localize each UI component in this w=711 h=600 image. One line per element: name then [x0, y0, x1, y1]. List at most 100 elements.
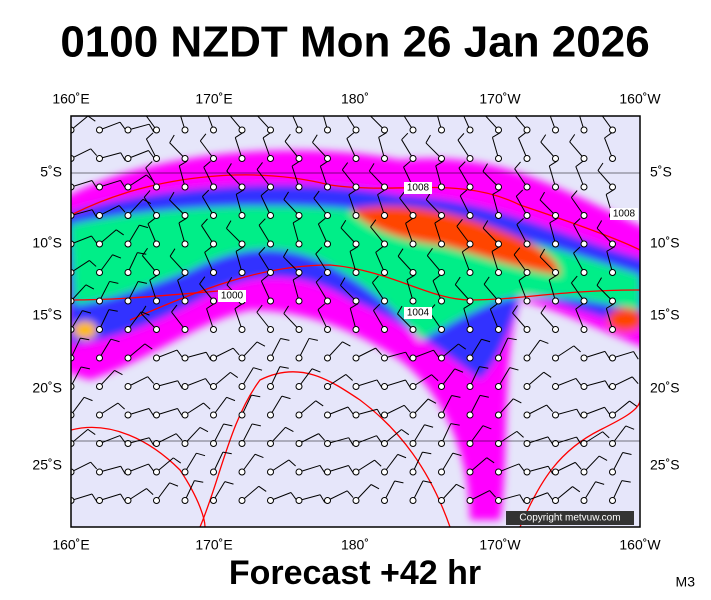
barb-feather [87, 428, 96, 435]
barb-feather [516, 430, 524, 438]
barb-feather [280, 337, 290, 341]
station [96, 411, 103, 419]
station [352, 411, 360, 419]
barb-shaft [145, 167, 157, 188]
barb-shaft [143, 196, 157, 216]
station [552, 155, 559, 162]
station [96, 240, 103, 248]
barb-feather [492, 189, 501, 195]
barb-feather [169, 191, 175, 201]
barb-shaft [570, 197, 585, 216]
barb-feather [319, 494, 326, 503]
wind-barb [258, 246, 274, 276]
barb-feather [341, 162, 349, 171]
barb-feather [575, 303, 584, 310]
wind-barb [201, 218, 217, 248]
wind-barb [606, 246, 616, 276]
barb-shaft [270, 492, 292, 501]
barb-feather [169, 248, 176, 257]
wind-barb [352, 459, 382, 476]
barb-shaft [498, 494, 520, 501]
barb-feather [490, 303, 498, 310]
station [352, 326, 360, 333]
barb-shaft [184, 351, 207, 359]
barb-shaft [469, 490, 490, 501]
barb-shaft [71, 209, 93, 216]
barb-feather [625, 425, 635, 430]
barb-feather [452, 452, 462, 457]
barb-feather [459, 189, 468, 197]
station [153, 212, 160, 219]
wind-barb [96, 435, 126, 447]
wind-barb [370, 219, 388, 248]
barb-shaft [327, 406, 349, 416]
station [267, 126, 274, 134]
barb-shaft [140, 313, 157, 330]
barb-feather [169, 482, 179, 487]
barb-shaft [99, 254, 113, 273]
barb-feather [256, 341, 266, 347]
station [438, 326, 445, 333]
wind-barb [295, 433, 326, 447]
station [580, 383, 588, 390]
barb-feather [463, 303, 472, 309]
wind-barb [291, 160, 303, 191]
barb-shaft [226, 228, 243, 245]
wind-barb [96, 121, 126, 134]
wind-barb [283, 191, 303, 219]
station [381, 354, 388, 362]
wind-barb [96, 338, 120, 362]
barb-shaft [515, 196, 528, 216]
station [438, 212, 445, 219]
wind-barb [346, 116, 360, 134]
wind-barb [406, 274, 417, 305]
wind-barb [124, 198, 152, 219]
barb-feather [194, 480, 204, 483]
station [181, 411, 189, 419]
wind-barb [575, 160, 588, 191]
station [352, 497, 360, 504]
wind-barb [292, 217, 303, 248]
longitude-label: 160˚W [619, 537, 661, 553]
barb-shaft [169, 199, 186, 216]
barb-shaft [375, 252, 385, 273]
station [181, 468, 189, 476]
wind-barb [457, 133, 474, 162]
wind-barb [609, 480, 631, 504]
barb-feather [177, 274, 186, 281]
station [352, 354, 360, 362]
barb-shaft [583, 455, 600, 473]
station [352, 440, 360, 447]
barb-feather [91, 209, 98, 218]
barb-shaft [518, 280, 528, 302]
station [523, 383, 531, 390]
station [409, 240, 417, 248]
barb-shaft [184, 402, 204, 416]
barb-feather [178, 217, 187, 224]
barb-feather [228, 106, 233, 113]
barb-shaft [513, 254, 528, 273]
station [580, 126, 588, 134]
station [324, 411, 331, 419]
wind-barb [267, 366, 289, 390]
barb-feather [90, 461, 98, 470]
barb-feather [572, 486, 581, 493]
barb-feather [171, 304, 178, 313]
barb-feather [397, 248, 404, 257]
wind-barb [575, 303, 588, 333]
barb-shaft [292, 116, 300, 131]
station [552, 126, 559, 134]
barb-feather [285, 426, 294, 432]
wind-barb [210, 371, 239, 390]
barb-shaft [498, 430, 518, 444]
station [210, 240, 217, 248]
barb-shaft [384, 480, 396, 501]
map-frame [70, 115, 641, 528]
barb-shaft [298, 433, 319, 444]
station [495, 326, 502, 333]
barb-feather [518, 132, 526, 139]
wind-barb [438, 368, 464, 390]
barb-feather [492, 132, 501, 138]
barb-shaft [403, 116, 414, 131]
station [609, 183, 616, 191]
